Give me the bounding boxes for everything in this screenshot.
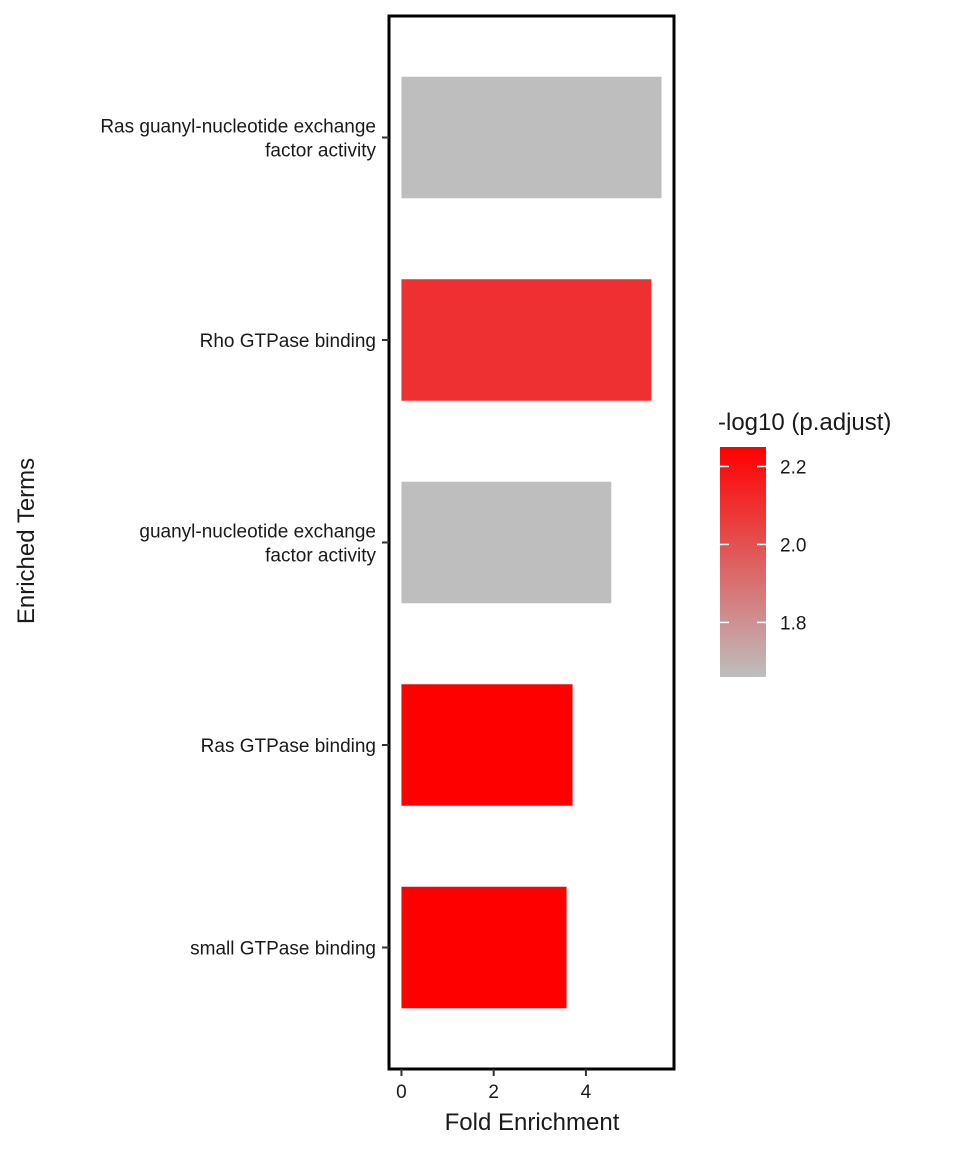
bar-1 [401,279,652,401]
bar-4 [401,886,567,1009]
y-axis: Ras guanyl-nucleotide exchange factor act… [100,117,389,960]
category-label-2-line-1: factor activity [265,546,376,567]
legend-tick-label-1: 2.0 [780,535,806,556]
legend-ticks: 1.8 2.0 2.2 [720,457,806,634]
legend-colorbar [720,447,766,677]
category-label-1: Rho GTPase binding [200,331,376,352]
legend-title: -log10 (p.adjust) [718,409,891,436]
x-axis: 0 2 4 [396,1069,592,1103]
y-axis-title: Enriched Terms [13,458,40,624]
x-tick-label-0: 0 [396,1082,407,1103]
category-label-2-line-0: guanyl-nucleotide exchange [139,522,376,543]
legend: -log10 (p.adjust) 1.8 2.0 2.2 [718,409,891,677]
x-axis-title: Fold Enrichment [445,1109,620,1136]
category-label-3: Ras GTPase binding [201,736,376,757]
bar-2 [401,481,612,604]
category-label-0-line-1: factor activity [265,141,376,162]
category-label-0-line-0: Ras guanyl-nucleotide exchange [100,117,376,138]
category-label-4: small GTPase binding [190,939,376,960]
bar-3 [401,684,573,806]
legend-tick-label-2: 2.2 [780,457,806,478]
bar-0 [401,76,662,199]
x-tick-label-2: 4 [581,1082,592,1103]
bars-layer [401,76,662,1009]
legend-tick-label-0: 1.8 [780,613,806,634]
x-tick-label-1: 2 [488,1082,499,1103]
